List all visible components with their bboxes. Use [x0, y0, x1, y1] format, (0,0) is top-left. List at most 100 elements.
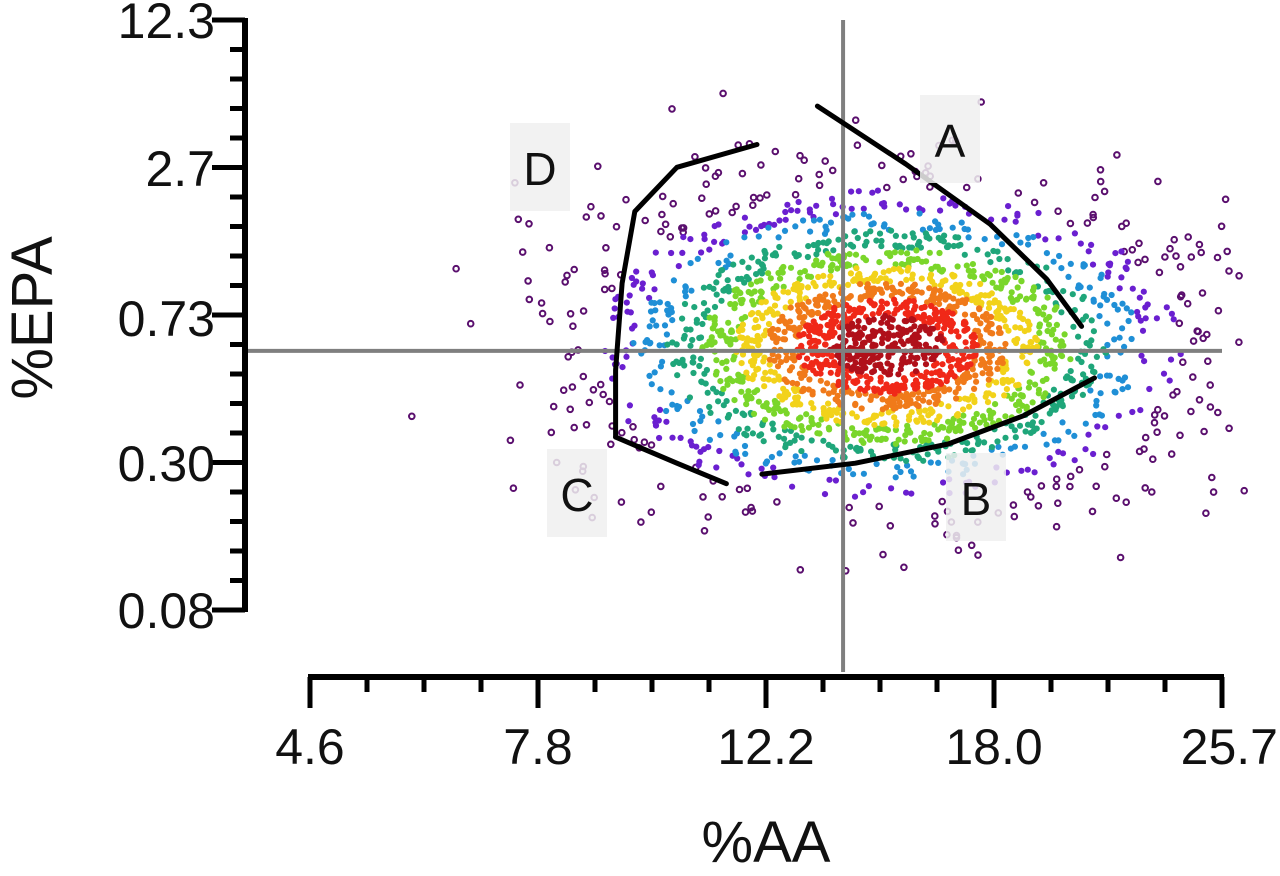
data-point — [1221, 195, 1230, 204]
data-point — [1039, 377, 1046, 384]
data-point — [812, 343, 819, 350]
data-point — [834, 392, 841, 399]
data-point — [718, 297, 725, 304]
data-point — [518, 248, 527, 256]
data-point — [938, 268, 945, 275]
data-point — [1001, 216, 1008, 223]
data-point — [909, 391, 916, 398]
data-point — [1175, 319, 1184, 328]
data-point — [1093, 402, 1100, 409]
data-point — [674, 372, 681, 379]
data-point — [849, 410, 856, 417]
data-point — [893, 244, 901, 251]
data-point — [1163, 304, 1170, 311]
data-point — [627, 309, 634, 316]
data-point — [600, 285, 609, 294]
data-point — [771, 410, 778, 417]
data-point — [845, 294, 852, 301]
data-point — [1038, 419, 1045, 426]
x-axis-ticks: 4.6 7.8 12.2 18.0 25.7 — [275, 677, 1278, 775]
data-point — [955, 385, 962, 392]
data-point — [688, 287, 695, 294]
y-tick-label: 2.7 — [145, 141, 215, 197]
data-point — [1080, 371, 1087, 378]
data-point — [1075, 333, 1082, 340]
data-point — [1137, 407, 1144, 414]
data-point — [823, 240, 830, 247]
data-point — [844, 281, 852, 288]
data-point — [920, 397, 927, 404]
data-point — [1055, 448, 1062, 455]
data-point — [742, 450, 749, 457]
data-point — [761, 332, 768, 339]
data-point — [815, 170, 824, 179]
data-point — [754, 387, 761, 394]
data-point — [986, 354, 993, 361]
data-point — [878, 298, 885, 305]
data-point — [516, 381, 524, 389]
data-point — [1088, 241, 1095, 248]
data-point — [735, 485, 744, 494]
data-point — [923, 369, 930, 376]
data-point — [1104, 320, 1111, 327]
x-tick-label: 12.2 — [717, 719, 814, 775]
data-point — [1012, 434, 1019, 441]
data-point — [798, 423, 805, 430]
data-point — [1136, 294, 1143, 301]
data-point — [947, 328, 955, 335]
data-point — [1176, 292, 1185, 301]
data-point — [1069, 291, 1076, 298]
data-point — [747, 503, 755, 512]
data-point — [763, 400, 770, 407]
data-point — [758, 465, 765, 472]
data-point — [1240, 486, 1248, 495]
data-point — [741, 279, 748, 286]
data-point — [986, 300, 993, 307]
data-point — [546, 317, 554, 326]
data-point — [585, 398, 594, 407]
data-point — [657, 386, 664, 393]
data-point — [1202, 509, 1210, 518]
data-point — [1050, 258, 1057, 265]
data-point — [822, 341, 829, 348]
data-point — [852, 340, 859, 347]
data-point — [771, 221, 778, 228]
data-point — [955, 333, 962, 340]
data-point — [1128, 309, 1135, 316]
data-point — [930, 352, 938, 359]
data-point — [633, 268, 640, 275]
data-point — [748, 507, 757, 515]
data-point — [750, 410, 758, 417]
data-point — [1048, 331, 1055, 338]
data-point — [625, 418, 632, 425]
data-point — [804, 284, 812, 291]
data-point — [927, 406, 934, 413]
data-point — [1119, 300, 1126, 307]
data-point — [908, 409, 915, 416]
data-point — [1128, 246, 1137, 254]
data-point — [1089, 261, 1097, 268]
data-point — [918, 258, 926, 265]
data-point — [936, 287, 944, 294]
data-point — [1065, 428, 1072, 435]
data-point — [1017, 324, 1024, 331]
data-point — [904, 462, 911, 469]
data-point — [690, 359, 697, 366]
data-point — [1198, 289, 1207, 297]
data-point — [854, 323, 862, 330]
data-point — [926, 249, 933, 256]
data-point — [820, 272, 827, 279]
data-point — [931, 520, 939, 528]
data-point — [804, 253, 812, 261]
data-point — [881, 203, 888, 210]
data-point — [918, 275, 925, 282]
data-point — [741, 442, 749, 450]
data-point — [704, 513, 713, 521]
data-point — [797, 414, 804, 421]
data-point — [570, 423, 579, 432]
data-point — [700, 300, 708, 307]
data-point — [1021, 443, 1029, 450]
data-point — [922, 361, 930, 368]
data-point — [821, 491, 829, 498]
data-point — [1003, 308, 1010, 315]
